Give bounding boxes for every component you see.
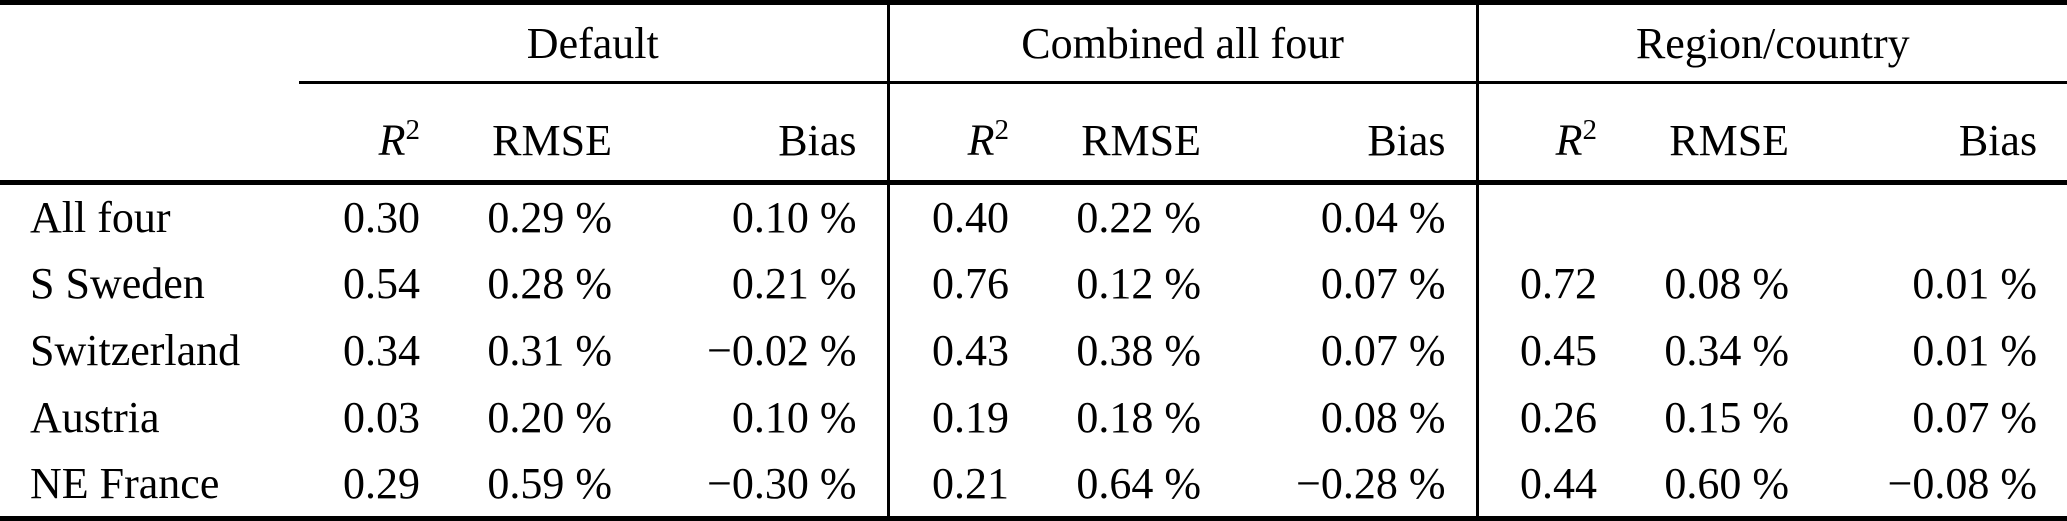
value-cell: 0.19: [886, 384, 1040, 452]
value-cell: 0.59 %: [450, 451, 642, 521]
col-header-bias-default: Bias: [642, 82, 889, 185]
table-row: Austria 0.03 0.20 % 0.10 % 0.19 0.18 % 0.08 % 0…: [0, 384, 2067, 452]
value-cell: 0.12 %: [1076, 258, 1202, 308]
value-cell: 0.29 %: [487, 192, 612, 242]
r-squared-symbol: R: [378, 116, 406, 165]
value-cell: 0.21 %: [731, 258, 857, 308]
col-header-r2-region: R2: [1475, 82, 1628, 185]
row-label: S Sweden: [30, 258, 205, 308]
group-header-default: Default: [299, 0, 889, 84]
value-cell: 0.07 %: [1320, 258, 1446, 308]
value-cell: [1819, 183, 2067, 250]
value-cell: [1627, 183, 1819, 250]
value-cell: 0.10 %: [731, 192, 857, 242]
value-cell: 0.10 %: [731, 393, 857, 443]
value-cell: −0.28 %: [1231, 451, 1478, 521]
value-cell: 0.01 %: [1912, 258, 2038, 308]
col-header-r2-combined: R2: [886, 82, 1040, 185]
value-cell: 0.30: [343, 192, 420, 242]
value-cell: −0.02 %: [707, 325, 857, 375]
value-cell: 0.18 %: [1076, 393, 1202, 443]
col-header-rmse-region: RMSE: [1627, 82, 1820, 185]
r-squared-exponent: 2: [994, 114, 1010, 147]
value-cell: 0.26: [1475, 384, 1628, 452]
value-cell: 0.15 %: [1664, 393, 1790, 443]
value-cell: 0.04 %: [1320, 192, 1446, 242]
value-cell: 0.07 %: [1912, 393, 2038, 443]
value-cell: 0.21: [886, 451, 1040, 521]
value-cell: 0.64 %: [1039, 451, 1232, 521]
row-label: All four: [30, 192, 171, 242]
r-squared-exponent: 2: [405, 114, 420, 147]
group-header-row: Default Combined all four Region/country: [0, 0, 2067, 84]
col-header-rmse-combined: RMSE: [1039, 82, 1232, 185]
r-squared-symbol: R: [1555, 116, 1583, 165]
value-cell: 0.01 %: [1912, 325, 2038, 375]
corner-cell: [0, 0, 299, 83]
col-header-bias-region: Bias: [1819, 82, 2067, 185]
value-cell: [1475, 182, 1628, 250]
value-cell: 0.28 %: [487, 258, 612, 308]
value-cell: 0.08 %: [1320, 393, 1446, 443]
value-cell: 0.38 %: [1076, 325, 1202, 375]
r-squared-symbol: R: [967, 116, 995, 165]
group-header-combined-all-four: Combined all four: [886, 0, 1478, 84]
value-cell: 0.72: [1475, 249, 1628, 317]
value-cell: 0.54: [343, 258, 420, 308]
row-label: NE France: [0, 451, 299, 521]
value-cell: 0.45: [1475, 316, 1628, 385]
table-body: All four 0.30 0.29 % 0.10 % 0.40 0.22 % 0.04 %…: [0, 182, 2067, 521]
value-cell: 0.44: [1475, 451, 1628, 521]
group-header-region-country: Region/country: [1475, 0, 2067, 84]
column-header-row: R2 RMSE Bias R2 RMSE Bias R2 RMSE Bias: [0, 82, 2067, 185]
value-cell: 0.03: [343, 393, 420, 443]
table-row: All four 0.30 0.29 % 0.10 % 0.40 0.22 % 0.04 %: [0, 182, 2067, 250]
value-cell: 0.20 %: [487, 393, 612, 443]
table-row: S Sweden 0.54 0.28 % 0.21 % 0.76 0.12 % 0.07 %…: [0, 249, 2067, 317]
value-cell: 0.40: [886, 182, 1040, 250]
value-cell: 0.31 %: [487, 325, 612, 375]
table-row: NE France 0.29 0.59 % −0.30 % 0.21 0.64 % −0.2…: [0, 451, 2067, 521]
value-cell: 0.76: [886, 249, 1040, 317]
col-header-r2-default: R2: [299, 82, 450, 185]
value-cell: 0.60 %: [1627, 451, 1820, 521]
value-cell: 0.22 %: [1076, 192, 1202, 242]
value-cell: 0.07 %: [1320, 325, 1446, 375]
col-header-bias-combined: Bias: [1231, 82, 1478, 185]
value-cell: −0.30 %: [642, 451, 889, 521]
value-cell: 0.43: [886, 316, 1040, 385]
row-label: Switzerland: [30, 325, 241, 375]
row-label-header-cell: [0, 82, 299, 185]
value-cell: 0.34 %: [1664, 325, 1790, 375]
value-cell: 0.29: [299, 451, 450, 521]
value-cell: 0.08 %: [1664, 258, 1790, 308]
col-header-rmse-default: RMSE: [450, 82, 642, 185]
value-cell: 0.34: [343, 325, 420, 375]
table-row: Switzerland 0.34 0.31 % −0.02 % 0.43 0.38 % 0.…: [0, 316, 2067, 385]
r-squared-exponent: 2: [1582, 114, 1598, 147]
value-cell: −0.08 %: [1819, 451, 2067, 521]
row-label: Austria: [30, 393, 160, 443]
